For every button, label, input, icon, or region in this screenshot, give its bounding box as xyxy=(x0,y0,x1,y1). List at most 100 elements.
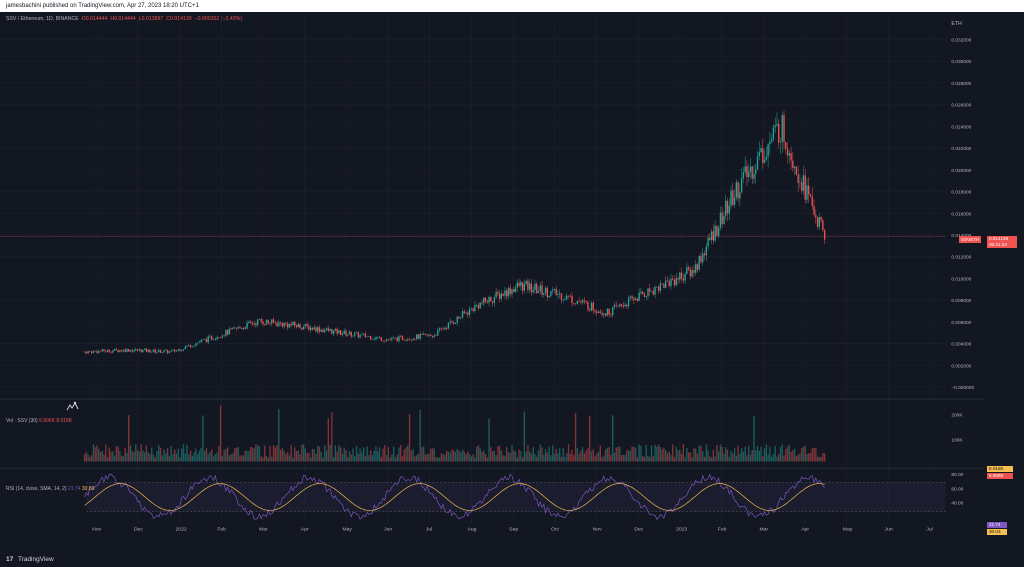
candle-body xyxy=(389,339,391,341)
volume-bar xyxy=(619,446,621,462)
candle-body xyxy=(232,327,234,330)
volume-bar xyxy=(211,449,213,462)
footer-brand[interactable]: TradingView xyxy=(17,556,54,563)
volume-bar xyxy=(786,446,789,462)
volume-bar xyxy=(597,451,600,462)
symbol-title[interactable]: SSV / Ethereum, 1D, BINANCE xyxy=(6,16,79,22)
volume-bar xyxy=(765,444,768,462)
volume-bar xyxy=(500,450,503,462)
candle-body xyxy=(463,311,465,314)
candle-body xyxy=(589,309,591,311)
volume-bar xyxy=(509,453,511,462)
volume-bar xyxy=(287,452,289,462)
candle-body xyxy=(202,339,204,341)
candle-body xyxy=(198,342,201,343)
volume-bar xyxy=(378,447,381,462)
price-tick-label: 0.012000 xyxy=(951,255,971,261)
volume-bar xyxy=(822,452,824,462)
volume-bar xyxy=(285,453,287,462)
candle-body xyxy=(212,339,215,340)
tradingview-logo-icon[interactable]: 17 xyxy=(6,556,14,563)
candle-body xyxy=(285,322,287,324)
volume-bar xyxy=(755,450,757,462)
time-tick-label: Feb xyxy=(217,527,226,533)
volume-bar xyxy=(435,457,437,462)
volume-bar xyxy=(352,448,354,462)
volume-bar xyxy=(152,454,155,462)
volume-bar xyxy=(532,447,534,462)
volume-bar xyxy=(656,446,658,462)
candle-body xyxy=(597,311,600,313)
volume-bar xyxy=(654,444,656,462)
volume-bar xyxy=(710,457,713,462)
volume-bar xyxy=(647,455,649,462)
candle-body xyxy=(424,333,427,335)
volume-bar xyxy=(340,447,342,462)
volume-bar xyxy=(657,444,660,462)
volume-bar xyxy=(331,412,333,462)
candle-body xyxy=(603,313,605,315)
price-tick-label: 0.026000 xyxy=(951,103,971,109)
candle-body xyxy=(562,299,564,300)
candle-body xyxy=(672,278,674,280)
candle-body xyxy=(497,291,499,294)
volume-bar xyxy=(719,444,722,462)
candle-body xyxy=(262,321,264,325)
candle-body xyxy=(585,301,587,303)
candle-body xyxy=(113,348,116,351)
candle-body xyxy=(385,339,388,341)
open-value: O0.014444 xyxy=(81,16,108,22)
volume-bar xyxy=(202,415,204,462)
candle-body xyxy=(760,148,762,153)
volume-bar xyxy=(652,456,654,462)
footer-bar: 17 TradingView xyxy=(0,552,1024,567)
volume-bar xyxy=(165,453,167,462)
candle-body xyxy=(608,308,610,315)
candle-body xyxy=(124,349,126,352)
candle-body xyxy=(811,196,813,206)
candle-body xyxy=(737,182,739,199)
candle-body xyxy=(633,298,635,301)
volume-bar xyxy=(693,448,695,462)
candle-body xyxy=(288,323,291,328)
volume-bar xyxy=(583,453,586,462)
volume-bar xyxy=(230,454,232,462)
candle-body xyxy=(223,335,225,337)
volume-bar xyxy=(423,446,425,462)
candle-body xyxy=(797,174,799,183)
price-tick-label: 0.028000 xyxy=(951,81,971,87)
candle-body xyxy=(806,185,808,200)
volume-bar xyxy=(511,444,513,462)
candle-body xyxy=(601,313,603,315)
candle-body xyxy=(193,345,195,347)
candle-body xyxy=(479,302,481,309)
candle-body xyxy=(514,287,517,293)
candle-body xyxy=(384,340,386,342)
rsi-legend-label[interactable]: RSI (14, close, SMA, 14, 2) xyxy=(6,486,67,492)
candle-body xyxy=(138,349,140,351)
volume-bar xyxy=(811,448,813,462)
time-tick-label: Apr xyxy=(301,527,309,533)
volume-legend-label[interactable]: Vol · SSV (30) xyxy=(6,418,38,424)
candle-body xyxy=(278,322,280,327)
volume-bar xyxy=(801,447,803,462)
candle-body xyxy=(166,349,169,354)
volume-bar xyxy=(659,446,662,462)
candle-body xyxy=(196,342,199,344)
candle-body xyxy=(615,304,617,306)
volume-bar xyxy=(338,445,340,462)
candle-body xyxy=(302,326,305,330)
candle-body xyxy=(366,336,368,338)
candle-body xyxy=(309,327,312,331)
candle-body xyxy=(733,197,736,205)
volume-bar xyxy=(578,453,580,462)
chart-canvas[interactable]: 0.032000 0.030000 0.028000 0.026000 0.024000… xyxy=(0,12,984,540)
volume-bar xyxy=(239,455,241,462)
volume-bar xyxy=(537,450,540,462)
candle-body xyxy=(532,289,534,293)
candle-body xyxy=(85,351,88,354)
volume-bar xyxy=(392,446,395,462)
candle-body xyxy=(493,297,496,303)
volume-bar xyxy=(454,451,457,462)
volume-bar xyxy=(269,445,271,462)
